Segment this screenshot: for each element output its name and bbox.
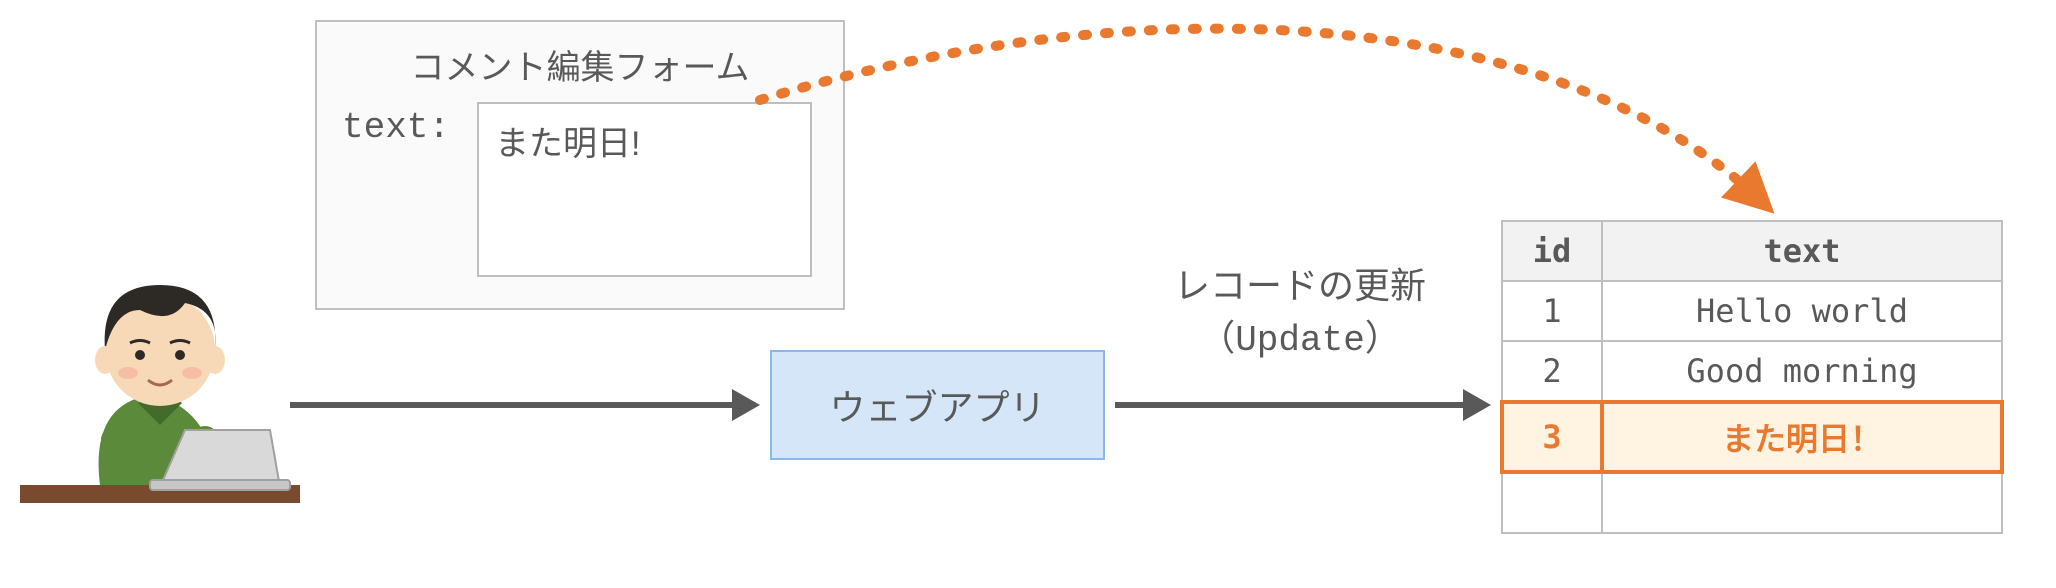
- form-textarea[interactable]: また明日!: [477, 102, 812, 277]
- arrow-webapp-to-db: [1115, 402, 1465, 408]
- table-row: 2Good morning: [1502, 341, 2002, 402]
- table-header-row: id text: [1502, 221, 2002, 281]
- arrow-head-icon: [1463, 389, 1491, 421]
- arrow-head-icon: [732, 389, 760, 421]
- form-title: コメント編集フォーム: [317, 40, 843, 89]
- arrow-user-to-webapp: [290, 402, 734, 408]
- db-table: id text 1Hello world2Good morning3また明日！: [1500, 220, 2004, 534]
- col-header-id: id: [1502, 221, 1602, 281]
- cell-id: 1: [1502, 281, 1602, 341]
- table-row: [1502, 472, 2002, 533]
- update-label-line2: （Update）: [1100, 314, 1500, 368]
- cell-text: また明日！: [1602, 402, 2002, 472]
- user-illustration: [20, 255, 300, 535]
- cell-text: Hello world: [1602, 281, 2002, 341]
- form-text-label: text:: [342, 107, 450, 148]
- cell-text: Good morning: [1602, 341, 2002, 402]
- col-header-text: text: [1602, 221, 2002, 281]
- table-row: 3また明日！: [1502, 402, 2002, 472]
- update-label: レコードの更新 （Update）: [1100, 260, 1500, 368]
- update-label-line1: レコードの更新: [1100, 260, 1500, 314]
- webapp-label: ウェブアプリ: [829, 379, 1045, 431]
- cell-id: 3: [1502, 402, 1602, 472]
- cell-id: [1502, 472, 1602, 533]
- webapp-box: ウェブアプリ: [770, 350, 1105, 460]
- comment-edit-form: コメント編集フォーム text: また明日!: [315, 20, 845, 310]
- cell-text: [1602, 472, 2002, 533]
- table-row: 1Hello world: [1502, 281, 2002, 341]
- cell-id: 2: [1502, 341, 1602, 402]
